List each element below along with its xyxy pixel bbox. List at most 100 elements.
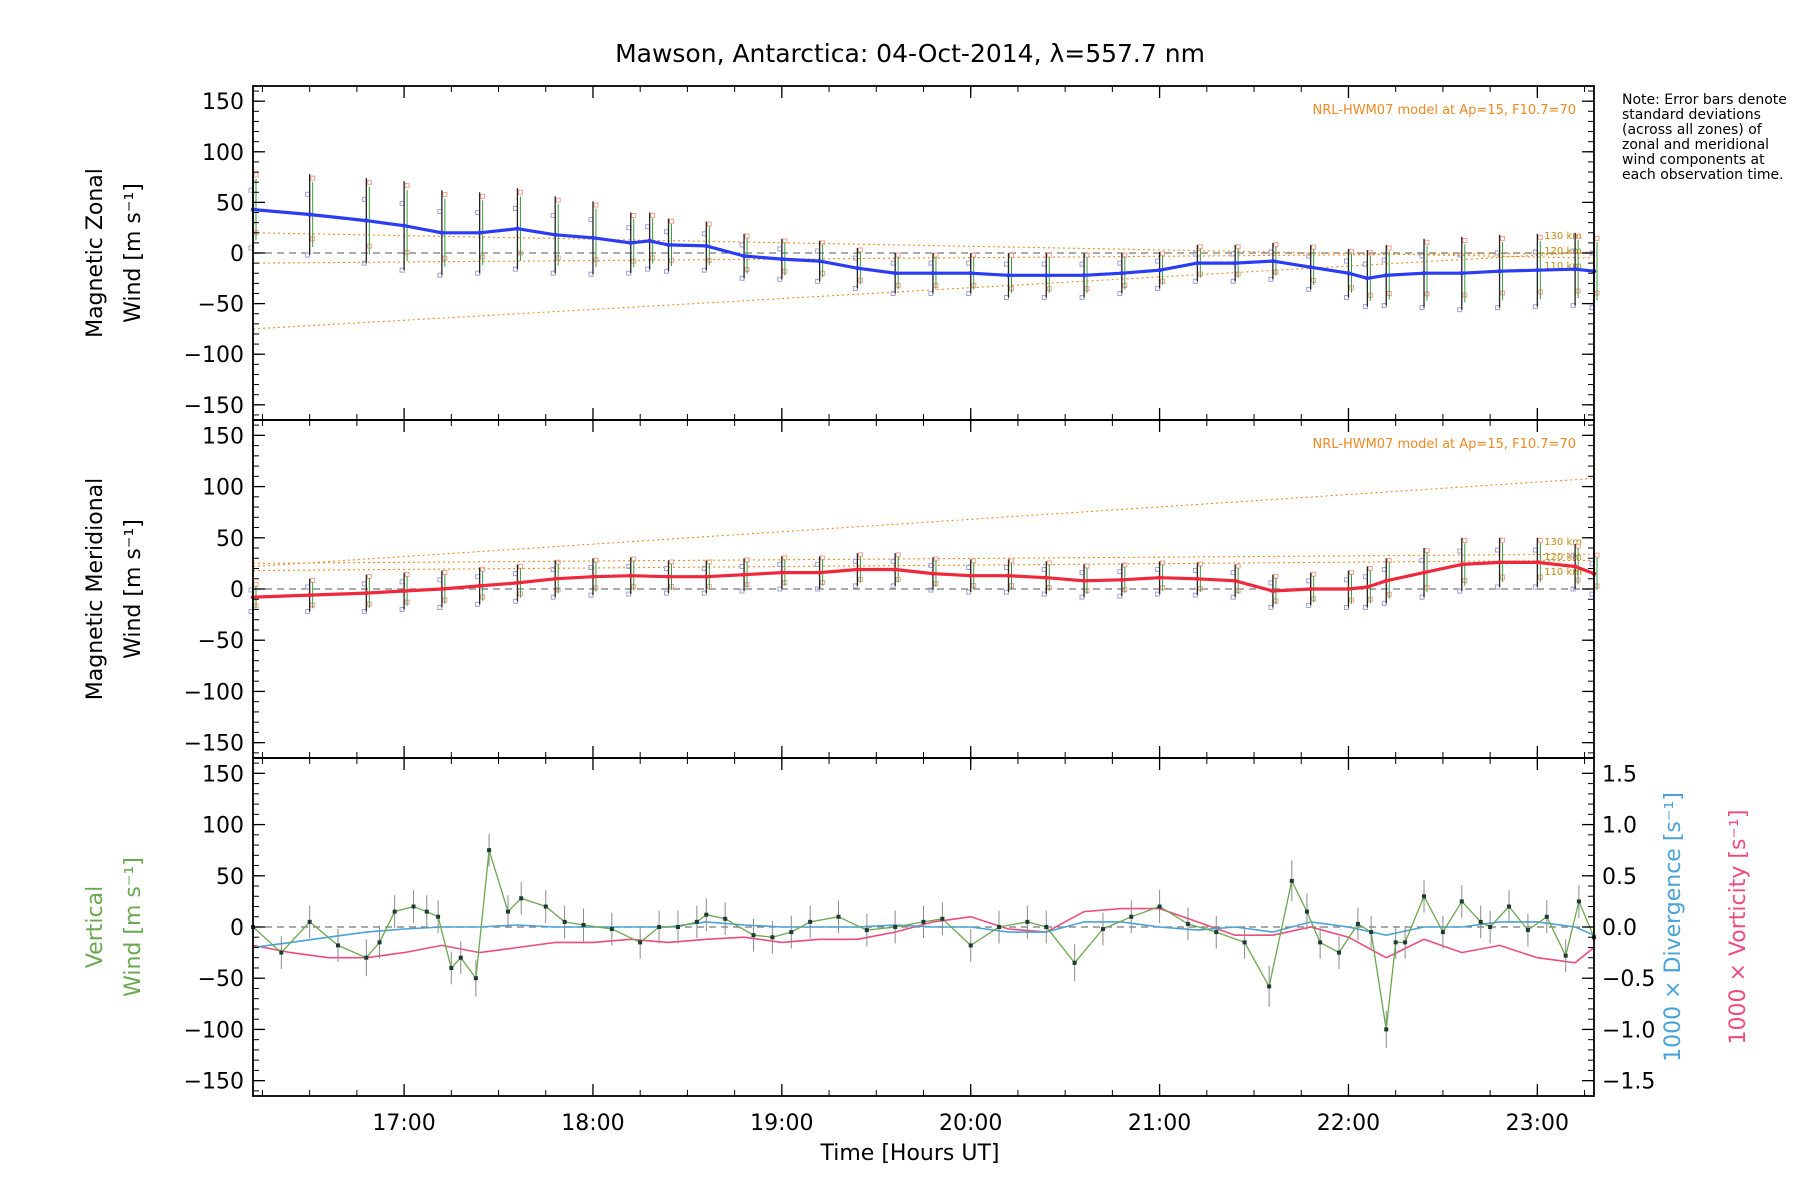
zone-point <box>1122 252 1128 258</box>
zone-point <box>1594 552 1600 558</box>
y-axis-label-line2: Wind [m s⁻¹] <box>121 183 146 323</box>
vertical-data-point <box>1488 925 1493 929</box>
vertical-data-point <box>1242 940 1247 945</box>
zone-point <box>480 193 486 199</box>
zone-point <box>1462 537 1468 543</box>
vertical-data-point <box>1507 904 1512 909</box>
zone-point <box>253 172 259 178</box>
meridional-data-point <box>1270 588 1276 594</box>
y-tick-label: 0 <box>230 916 244 941</box>
zone-point <box>442 569 448 575</box>
vertical-data-point <box>543 904 548 909</box>
zone-point <box>1575 233 1581 239</box>
zone-point <box>1424 547 1430 553</box>
zonal-data-point <box>477 230 482 235</box>
right-y-tick-label: 0.0 <box>1602 916 1637 941</box>
zone-point <box>517 563 523 569</box>
zone-point <box>1273 573 1279 579</box>
meridional-data-point <box>307 592 312 598</box>
meridional-data-point <box>1044 575 1049 580</box>
zonal-data-point <box>515 226 520 231</box>
y-tick-label: 100 <box>202 141 244 166</box>
panel-meridional: NRL-HWM07 model at Ap=15, F10.7=70 130 km… <box>83 419 1600 759</box>
vertical-data-point <box>940 916 945 921</box>
zone-point <box>1348 248 1354 254</box>
zonal-data-point <box>364 218 369 223</box>
vertical-data-point <box>487 848 492 853</box>
zone-point <box>1046 252 1052 258</box>
vertical-data-point <box>505 909 510 914</box>
model-line-2 <box>252 232 1595 259</box>
vertical-data-point <box>307 919 312 924</box>
zonal-data-point <box>1006 273 1011 278</box>
chart-title: Mawson, Antarctica: 04-Oct-2014, λ=557.7… <box>615 39 1205 68</box>
vertical-data-point <box>1304 909 1309 914</box>
vertical-data-point <box>1337 950 1342 955</box>
vertical-data-point <box>1072 960 1077 965</box>
vertical-data-point <box>638 940 643 945</box>
meridional-data-point <box>1195 576 1200 581</box>
zonal-data-point <box>1232 260 1238 266</box>
panel-zonal: NRL-HWM07 model at Ap=15, F10.7=70 130 km… <box>83 85 1600 421</box>
meridional-data-point <box>1365 584 1370 590</box>
right-y-tick-label: 1.5 <box>1602 762 1637 787</box>
vertical-data-point <box>1267 984 1272 989</box>
zonal-data-point <box>1459 271 1464 276</box>
y-tick-label: −150 <box>184 394 244 419</box>
zonal-data-point <box>855 265 860 271</box>
x-tick-label: 19:00 <box>750 1111 813 1136</box>
vertical-data-point <box>377 940 382 945</box>
vertical-data-point <box>1403 940 1408 945</box>
vertical-data-point <box>279 950 284 955</box>
vertical-data-point <box>1025 919 1030 924</box>
meridional-data-point <box>1119 577 1125 582</box>
zone-point <box>1367 250 1373 256</box>
zone-point <box>1008 252 1014 258</box>
zone-point <box>1084 252 1090 258</box>
zonal-data-point <box>1044 273 1049 278</box>
zone-point <box>1594 235 1600 241</box>
vertical-data-point <box>694 919 699 924</box>
meridional-data-point <box>779 570 785 575</box>
zone-point <box>1008 558 1014 564</box>
zone-point <box>366 179 372 185</box>
zonal-data-point <box>1346 271 1351 276</box>
vertical-data-point <box>704 912 709 917</box>
vertical-data-point <box>675 925 680 929</box>
y-tick-label: −100 <box>184 343 244 368</box>
zonal-data-point <box>930 271 936 276</box>
zonal-data-point <box>1119 271 1125 276</box>
zone-point <box>669 559 675 565</box>
vertical-data-point <box>581 922 586 927</box>
model-altitude-label: 120 km <box>1544 552 1582 563</box>
vertical-data-point <box>1478 919 1483 924</box>
model-line-2 <box>252 553 1595 564</box>
y-tick-label: 50 <box>216 865 244 890</box>
zone-point <box>1160 560 1166 566</box>
vertical-data-point <box>1355 921 1360 926</box>
vertical-data-point <box>751 933 756 938</box>
zone-point <box>706 221 712 227</box>
zonal-data-point <box>401 223 407 228</box>
zonal-data-point <box>590 235 596 241</box>
meridional-data-point <box>666 574 671 579</box>
zonal-data-point <box>741 253 747 259</box>
y-tick-label: −50 <box>198 967 244 992</box>
x-axis-label: Time [Hours UT] <box>820 1141 1000 1166</box>
zonal-data-point <box>1270 258 1276 264</box>
y-axis-label-line2: Wind [m s⁻¹] <box>121 519 146 659</box>
right-y-tick-label: 1.0 <box>1602 814 1637 839</box>
vertical-data-point <box>1525 928 1530 933</box>
meridional-data-point <box>1346 586 1351 592</box>
zone-point <box>895 252 901 258</box>
zonal-data-point <box>968 271 973 276</box>
zonal-data-point <box>1572 266 1578 272</box>
zone-point <box>782 238 788 244</box>
zone-point <box>404 183 410 189</box>
vertical-data-point <box>364 955 369 960</box>
right-y-tick-label: −1.0 <box>1602 1018 1655 1043</box>
zone-point <box>857 247 863 253</box>
meridional-data-point <box>1157 575 1162 580</box>
meridional-data-point <box>1081 578 1087 584</box>
zonal-data-point <box>1535 268 1540 273</box>
